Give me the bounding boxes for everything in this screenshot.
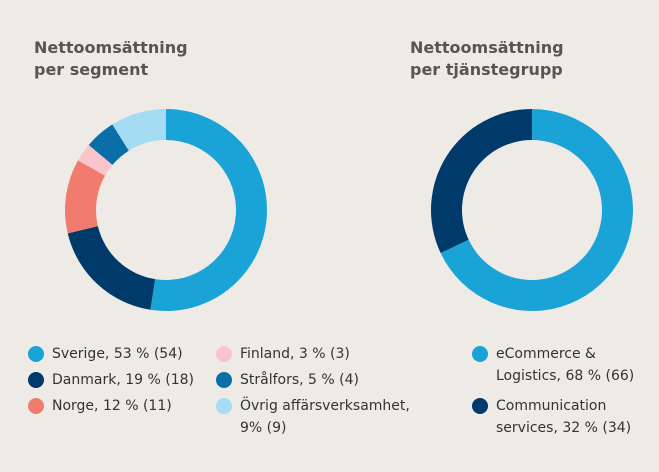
title-line: Nettoomsättning <box>410 38 564 57</box>
legend-label: Strålfors, 5 % (4) <box>240 372 359 388</box>
legend-label: Övrig affärsverksamhet, 9% (9) <box>240 398 410 436</box>
legend-item: Danmark, 19 % (18) <box>28 369 232 391</box>
donut-slice <box>88 124 129 165</box>
donut-slice <box>440 109 633 311</box>
legend-label: Finland, 3 % (3) <box>240 346 350 362</box>
legend-item: Communication services, 32 % (34) <box>472 395 646 439</box>
chart-title: Nettoomsättning per tjänstegrupp <box>410 37 564 81</box>
legend-item: eCommerce & Logistics, 68 % (66) <box>472 343 646 387</box>
donut-slice <box>67 226 156 310</box>
donut-slice <box>150 109 267 311</box>
legend-label: eCommerce & Logistics, 68 % (66) <box>496 346 635 384</box>
legend-label: Sverige, 53 % (54) <box>52 346 183 362</box>
legend-item: Strålfors, 5 % (4) <box>216 369 420 391</box>
legend-swatch <box>472 346 488 362</box>
donut-slice <box>431 109 532 254</box>
donut-slice <box>112 109 166 151</box>
legend-swatch <box>472 398 488 414</box>
legend-label: Danmark, 19 % (18) <box>52 372 194 388</box>
donut-slice <box>78 144 113 176</box>
legend-swatch <box>28 346 44 362</box>
legend-item: Övrig affärsverksamhet, 9% (9) <box>216 395 420 439</box>
legend-swatch <box>216 346 232 362</box>
legend-swatch <box>28 372 44 388</box>
legend-label: Communication services, 32 % (34) <box>496 398 632 436</box>
legend-swatch <box>216 372 232 388</box>
legend-item: Finland, 3 % (3) <box>216 343 420 365</box>
legend-label: Norge, 12 % (11) <box>52 398 172 414</box>
title-line: per tjänstegrupp <box>410 60 563 79</box>
chart-title: Nettoomsättning per segment <box>34 37 188 81</box>
title-line: Nettoomsättning <box>34 38 188 57</box>
legend-swatch <box>28 398 44 414</box>
donut-slice <box>64 160 106 234</box>
title-line: per segment <box>34 60 149 79</box>
legend-item: Sverige, 53 % (54) <box>28 343 232 365</box>
legend-item: Norge, 12 % (11) <box>28 395 232 417</box>
legend-swatch <box>216 398 232 414</box>
